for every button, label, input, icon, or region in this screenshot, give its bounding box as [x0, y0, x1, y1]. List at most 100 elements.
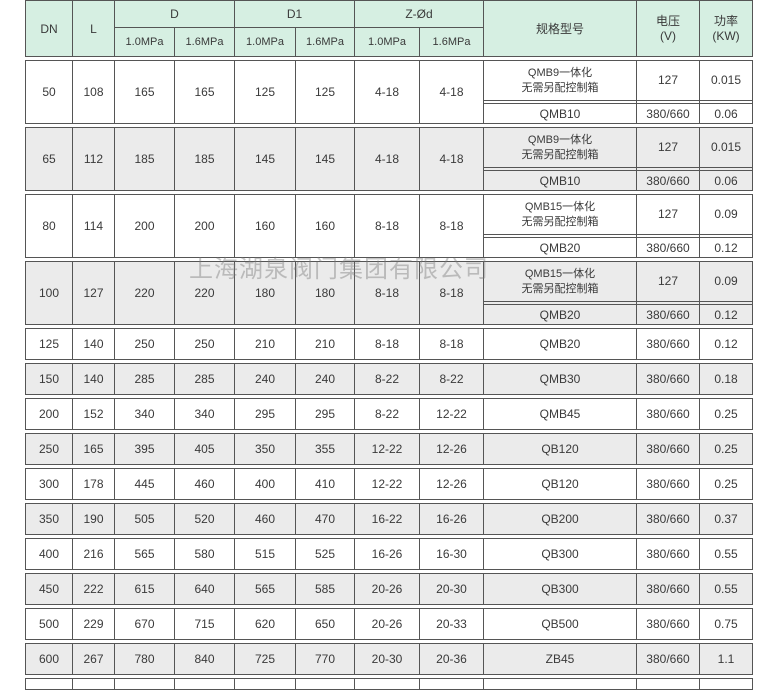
- cell-z-1.6mpa: 20-30: [420, 574, 484, 604]
- cell-d-1.6mpa: 185: [175, 128, 235, 190]
- cell-spec-model: QB200: [484, 504, 637, 534]
- cell-d1-1.0mpa: 180: [235, 262, 296, 324]
- cell-dn: 125: [26, 329, 73, 359]
- cell-spec-model: QB120: [484, 434, 637, 464]
- spec-bottom: QMB20: [484, 237, 636, 257]
- cell-voltage: 380/660: [637, 609, 700, 639]
- cell-z-1.0mpa: 12-22: [355, 469, 420, 499]
- cell-d-1.6mpa: 840: [175, 644, 235, 674]
- cell-spec-model: QMB9一体化 无需另配控制箱 QMB10: [484, 61, 637, 123]
- cell-z-1.0mpa: 8-18: [355, 195, 420, 257]
- cell-z-1.0mpa: 8-18: [355, 262, 420, 324]
- cell-d-1.0mpa: 250: [115, 329, 175, 359]
- cell-d1-1.6mpa: 145: [296, 128, 355, 190]
- cell-d1-1.0mpa: 515: [235, 539, 296, 569]
- cell-voltage: 380/660: [637, 399, 700, 429]
- cell-d-1.6mpa: 640: [175, 574, 235, 604]
- cell-l: 178: [73, 469, 115, 499]
- cell-d-1.0mpa: 615: [115, 574, 175, 604]
- cell-d1-1.6mpa: 770: [296, 644, 355, 674]
- cell-dn: 100: [26, 262, 73, 324]
- table-row: 200 152 340 340 295 295 8-22 12-22 QMB45…: [25, 398, 753, 430]
- cell-l: 267: [73, 644, 115, 674]
- power-top: 0.015: [700, 61, 752, 101]
- cell-dn: 50: [26, 61, 73, 123]
- cell-z-1.6mpa: 4-18: [420, 61, 484, 123]
- header-d1: D1: [235, 1, 355, 28]
- header-d-1.0mpa: 1.0MPa: [115, 28, 175, 56]
- cell-voltage: 380/660: [637, 469, 700, 499]
- cell-d-1.0mpa: 200: [115, 195, 175, 257]
- cell-spec-model: QMB15一体化 无需另配控制箱 QMB20: [484, 195, 637, 257]
- cell-voltage: 127 380/660: [637, 262, 700, 324]
- cell-spec-model: QB120: [484, 469, 637, 499]
- cell-d-1.0mpa: 220: [115, 262, 175, 324]
- cell-d1-1.0mpa: 295: [235, 399, 296, 429]
- table-body: 50 108 165 165 125 125 4-18 4-18 QMB9一体化…: [25, 60, 753, 675]
- cell-d1-1.0mpa: 160: [235, 195, 296, 257]
- cell-power: 0.75: [714, 617, 738, 631]
- cell-dn: 450: [26, 574, 73, 604]
- cell-spec-model: QMB15一体化 无需另配控制箱 QMB20: [484, 262, 637, 324]
- voltage-top: 127: [637, 195, 699, 235]
- voltage-top: 127: [637, 262, 699, 302]
- cell-z-1.6mpa: 8-18: [420, 329, 484, 359]
- cell-dn: 65: [26, 128, 73, 190]
- cell-z-1.6mpa: 20-33: [420, 609, 484, 639]
- cell-dn: 400: [26, 539, 73, 569]
- table-row-stub: [25, 678, 753, 690]
- cell-z-1.0mpa: 12-22: [355, 434, 420, 464]
- cell-z-1.0mpa: 20-30: [355, 644, 420, 674]
- cell-voltage: 380/660: [637, 434, 700, 464]
- cell-dn: 250: [26, 434, 73, 464]
- cell-z-1.6mpa: 12-26: [420, 434, 484, 464]
- cell-z-1.0mpa: 8-18: [355, 329, 420, 359]
- cell-voltage: 380/660: [637, 644, 700, 674]
- voltage-bottom: 380/660: [637, 237, 699, 257]
- spec-top: QMB9一体化 无需另配控制箱: [484, 128, 636, 168]
- cell-l: 112: [73, 128, 115, 190]
- cell-d-1.6mpa: 250: [175, 329, 235, 359]
- table-row-group: 65 112 185 185 145 145 4-18 4-18 QMB9一体化…: [25, 127, 753, 191]
- cell-z-1.6mpa: 4-18: [420, 128, 484, 190]
- cell-z-1.0mpa: 20-26: [355, 609, 420, 639]
- cell-d1-1.0mpa: 125: [235, 61, 296, 123]
- cell-d1-1.6mpa: 585: [296, 574, 355, 604]
- power-top: 0.09: [700, 195, 752, 235]
- cell-d1-1.0mpa: 350: [235, 434, 296, 464]
- table-row: 250 165 395 405 350 355 12-22 12-26 QB12…: [25, 433, 753, 465]
- header-voltage: 电压 (V): [637, 1, 700, 56]
- cell-power: 0.18: [714, 372, 738, 386]
- cell-power: 0.55: [714, 582, 738, 596]
- cell-d-1.0mpa: 165: [115, 61, 175, 123]
- spec-bottom: QMB20: [484, 304, 636, 324]
- cell-power: 0.25: [714, 442, 738, 456]
- cell-power: 0.09 0.12: [700, 262, 752, 324]
- cell-spec-model: QB500: [484, 609, 637, 639]
- cell-z-1.6mpa: 12-26: [420, 469, 484, 499]
- cell-d1-1.0mpa: 400: [235, 469, 296, 499]
- cell-voltage: 380/660: [637, 364, 700, 394]
- power-bottom: 0.06: [700, 170, 752, 190]
- cell-z-1.0mpa: 20-26: [355, 574, 420, 604]
- cell-d-1.0mpa: 445: [115, 469, 175, 499]
- cell-z-1.6mpa: 8-18: [420, 195, 484, 257]
- cell-d-1.6mpa: 285: [175, 364, 235, 394]
- cell-dn: 200: [26, 399, 73, 429]
- cell-dn: 150: [26, 364, 73, 394]
- cell-l: 216: [73, 539, 115, 569]
- header-d1-1.0mpa: 1.0MPa: [235, 28, 296, 56]
- cell-d-1.6mpa: 460: [175, 469, 235, 499]
- cell-d1-1.6mpa: 470: [296, 504, 355, 534]
- voltage-top: 127: [637, 128, 699, 168]
- cell-voltage: 380/660: [637, 504, 700, 534]
- cell-d-1.6mpa: 340: [175, 399, 235, 429]
- cell-z-1.0mpa: 8-22: [355, 399, 420, 429]
- cell-d-1.6mpa: 165: [175, 61, 235, 123]
- cell-power: 0.55: [714, 547, 738, 561]
- cell-power: 0.015 0.06: [700, 61, 752, 123]
- table-row: 450 222 615 640 565 585 20-26 20-30 QB30…: [25, 573, 753, 605]
- cell-z-1.6mpa: 16-26: [420, 504, 484, 534]
- cell-voltage: 380/660: [637, 539, 700, 569]
- cell-d1-1.0mpa: 725: [235, 644, 296, 674]
